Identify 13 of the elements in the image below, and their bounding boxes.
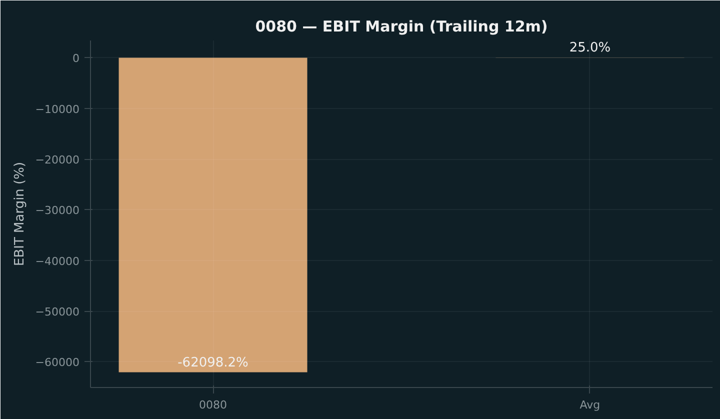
y-tick-label: −10000 bbox=[35, 102, 80, 116]
y-tick-label: −60000 bbox=[35, 356, 80, 370]
x-tick-label: 0080 bbox=[199, 398, 228, 412]
y-tick-label: −20000 bbox=[35, 154, 80, 167]
y-tick-label: −40000 bbox=[35, 254, 80, 268]
chart-title: 0080 — EBIT Margin (Trailing 12m) bbox=[255, 18, 548, 36]
y-tick-label: −50000 bbox=[35, 306, 80, 319]
y-tick-label: 0 bbox=[72, 52, 80, 66]
y-tick-label: −30000 bbox=[35, 204, 80, 218]
data-label: 25.0% bbox=[569, 40, 611, 56]
data-label: -62098.2% bbox=[178, 355, 248, 370]
x-tick-label: Avg bbox=[580, 398, 600, 412]
y-axis-title: EBIT Margin (%) bbox=[12, 162, 28, 266]
